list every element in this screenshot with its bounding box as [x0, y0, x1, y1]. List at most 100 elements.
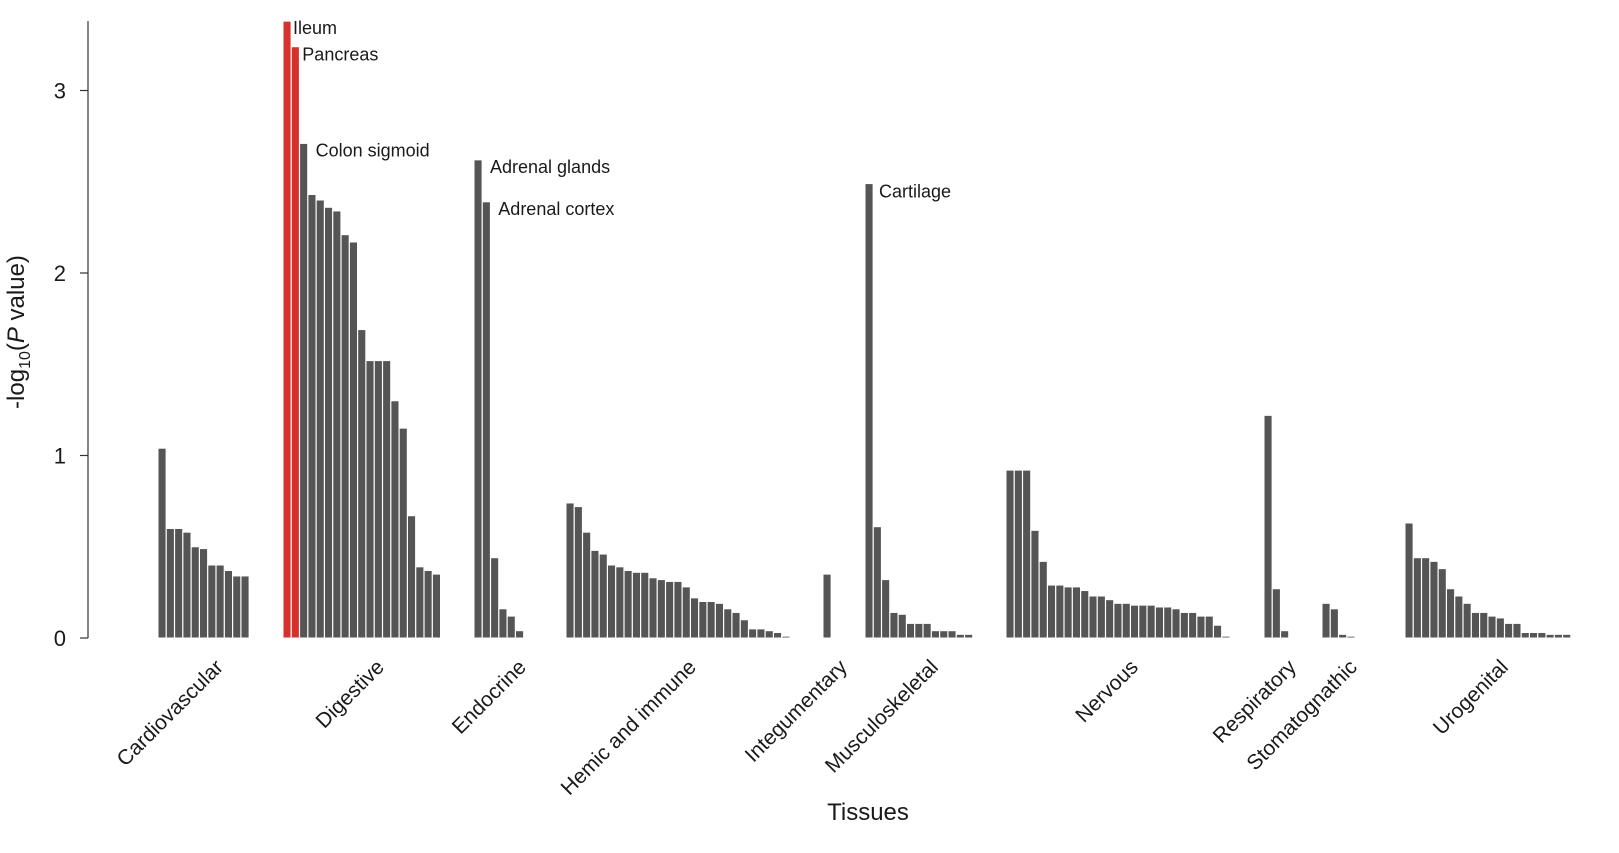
category-label: Stomatognathic	[1242, 656, 1361, 775]
bar	[1271, 588, 1281, 639]
y-tick-label: 3	[54, 79, 66, 104]
bar	[190, 546, 200, 639]
annotations: Ileum Pancreas Colon sigmoid Adrenal glands…	[293, 18, 951, 219]
bar	[922, 622, 932, 639]
bar	[174, 528, 184, 639]
bar	[1504, 622, 1514, 639]
bar	[1179, 611, 1189, 639]
bar	[1446, 588, 1456, 639]
bar	[889, 611, 899, 639]
bar	[698, 601, 708, 639]
bar	[1412, 557, 1422, 639]
bar-annotation: Cartilage	[879, 182, 951, 202]
category-label: Cardiovascular	[113, 656, 228, 771]
bar	[365, 360, 375, 639]
bar	[182, 531, 192, 639]
bar	[1022, 469, 1032, 639]
bar	[1146, 604, 1156, 639]
bar	[1553, 633, 1564, 639]
bar	[565, 502, 575, 639]
bar	[1038, 560, 1048, 639]
bar	[340, 234, 350, 639]
bar	[315, 199, 325, 639]
bar	[1437, 568, 1447, 639]
bar	[1055, 584, 1065, 639]
bar	[640, 571, 650, 639]
bar	[906, 622, 916, 639]
bar	[157, 447, 167, 639]
bar	[939, 630, 949, 639]
bar	[1346, 635, 1356, 639]
bar	[481, 201, 491, 639]
bar	[615, 566, 625, 639]
bar	[955, 633, 965, 639]
bar	[1130, 604, 1140, 639]
bar	[1188, 611, 1198, 639]
bar-annotation: Pancreas	[302, 45, 378, 65]
bar	[781, 635, 791, 639]
bar	[215, 564, 225, 639]
category-label: Nervous	[1071, 656, 1143, 728]
bar	[690, 597, 700, 639]
category-label: Digestive	[312, 656, 389, 733]
bar	[582, 531, 592, 639]
bar	[930, 630, 941, 639]
bar	[681, 586, 691, 639]
bar	[1529, 632, 1539, 639]
bar	[1562, 633, 1572, 639]
bar	[415, 566, 425, 639]
bar	[623, 569, 633, 639]
bar	[1280, 630, 1290, 639]
bar	[307, 194, 317, 639]
category-label: Hemic and immune	[557, 656, 701, 800]
bar	[1063, 586, 1073, 639]
bar	[822, 573, 832, 639]
bar	[1520, 632, 1530, 639]
bar	[864, 183, 874, 639]
bar	[473, 159, 483, 639]
bar	[498, 608, 508, 639]
y-tick-label: 1	[54, 444, 66, 469]
y-axis-title-open: (	[3, 343, 30, 351]
bar	[607, 564, 617, 639]
bar	[290, 46, 300, 639]
bar	[1213, 624, 1223, 639]
bar	[872, 526, 882, 639]
bar	[1204, 615, 1214, 639]
bar	[1479, 611, 1489, 639]
bar	[1537, 632, 1547, 639]
bar	[423, 569, 433, 639]
bar	[706, 601, 716, 639]
y-axis-title-rest: value)	[3, 255, 30, 327]
y-axis-title-subscript: 10	[17, 351, 34, 369]
bar	[731, 611, 741, 639]
bar	[1512, 622, 1522, 639]
bar	[714, 602, 725, 639]
bar	[773, 632, 783, 639]
bar	[1421, 557, 1431, 639]
y-axis-title: -log10(P value)	[3, 255, 34, 409]
bars	[157, 20, 1572, 639]
x-axis-title: Tissues	[827, 799, 909, 826]
bar	[165, 528, 175, 639]
bar	[515, 630, 525, 639]
bar	[357, 329, 367, 639]
bar	[398, 427, 408, 639]
bar	[1404, 522, 1414, 639]
bar	[199, 548, 209, 639]
category-label: Endocrine	[448, 656, 531, 739]
bar	[947, 630, 957, 639]
bar	[1163, 606, 1173, 639]
bar	[1088, 595, 1098, 639]
y-axis-title-prefix: -log	[3, 369, 30, 409]
bar	[748, 628, 758, 639]
bar	[1454, 595, 1464, 639]
y-tick-label: 2	[54, 261, 66, 286]
category-labels: Cardiovascular Digestive Endocrine Hemic an…	[113, 655, 1513, 800]
bar	[1329, 608, 1339, 639]
bar	[431, 573, 441, 639]
bar	[764, 630, 774, 639]
bar	[1013, 469, 1023, 639]
bar	[1221, 635, 1231, 639]
